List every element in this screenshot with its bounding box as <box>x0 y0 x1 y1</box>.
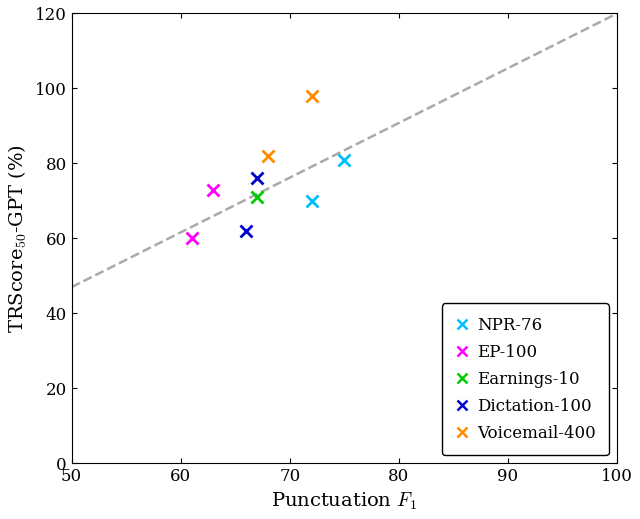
Line: EP-100: EP-100 <box>186 184 219 244</box>
Line: NPR-76: NPR-76 <box>306 154 350 207</box>
NPR-76 <box>308 198 316 204</box>
Legend: NPR-76, EP-100, Earnings-10, Dictation-100, Voicemail-400: NPR-76, EP-100, Earnings-10, Dictation-1… <box>442 303 609 455</box>
Y-axis label: TRScore$_{50}$-GPT (%): TRScore$_{50}$-GPT (%) <box>7 144 29 333</box>
X-axis label: Punctuation $F_1$: Punctuation $F_1$ <box>271 491 417 512</box>
Line: Dictation-100: Dictation-100 <box>241 173 262 237</box>
Dictation-100 <box>253 175 261 182</box>
Dictation-100 <box>243 228 250 234</box>
Voicemail-400 <box>264 153 272 159</box>
EP-100 <box>209 186 217 193</box>
NPR-76 <box>340 157 348 163</box>
Voicemail-400 <box>308 93 316 99</box>
EP-100 <box>188 235 195 241</box>
Line: Voicemail-400: Voicemail-400 <box>262 90 317 161</box>
